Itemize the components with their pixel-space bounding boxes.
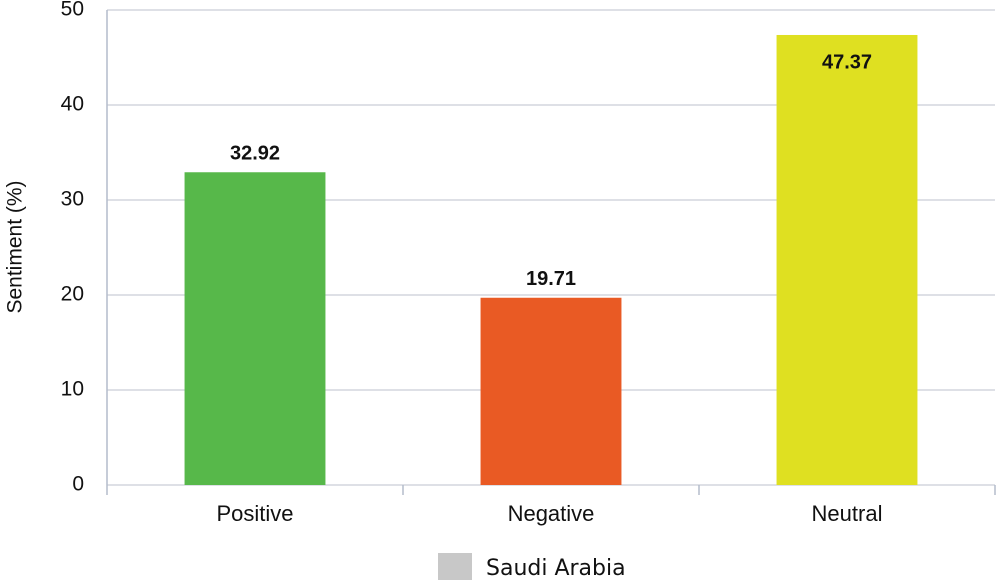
data-label: 47.37 <box>822 51 872 73</box>
legend-swatch <box>438 553 472 580</box>
y-tick-label: 0 <box>72 473 84 496</box>
bar <box>480 297 622 485</box>
y-tick-label: 10 <box>61 378 84 401</box>
y-tick-label: 40 <box>61 93 84 116</box>
x-tick-label: Positive <box>216 501 293 526</box>
data-label: 19.71 <box>526 268 576 290</box>
y-tick-label: 30 <box>61 188 84 211</box>
data-label: 32.92 <box>230 143 280 165</box>
bar <box>184 172 326 485</box>
y-tick-label: 20 <box>61 283 84 306</box>
y-axis-label: Sentiment (%) <box>4 180 27 313</box>
legend-label: Saudi Arabia <box>486 556 626 581</box>
bar <box>776 34 918 486</box>
x-tick-label: Neutral <box>812 501 883 526</box>
x-tick-label: Negative <box>508 501 595 526</box>
y-tick-label: 50 <box>61 0 84 21</box>
